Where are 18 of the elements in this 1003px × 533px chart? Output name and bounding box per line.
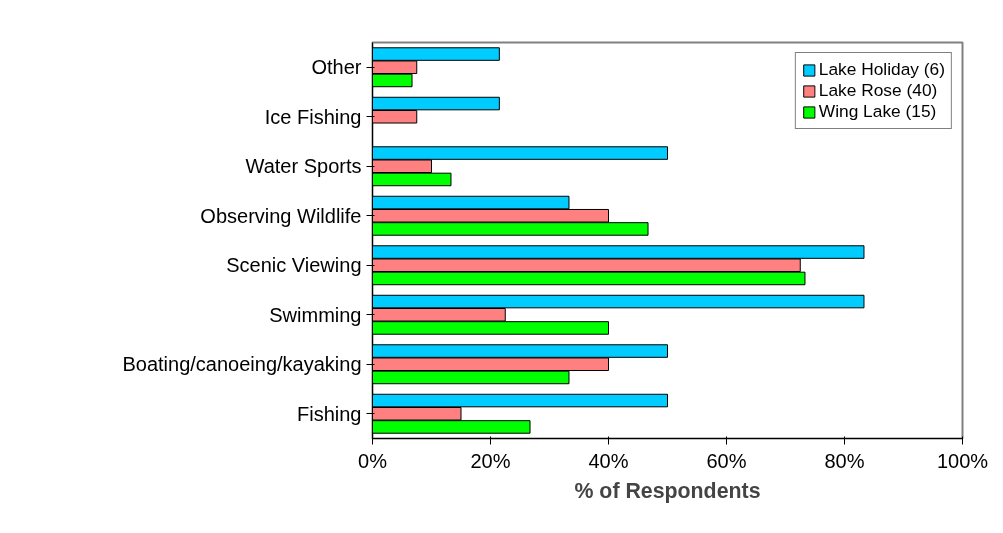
- y-tick-label: Scenic Viewing: [226, 254, 362, 277]
- x-tick-label: 60%: [706, 449, 747, 472]
- y-tick-label: Swimming: [269, 303, 362, 326]
- y-tick-label: Other: [311, 56, 362, 79]
- legend-label: Lake Holiday (6): [818, 59, 945, 80]
- y-tick-label: Boating/canoeing/kayaking: [122, 353, 362, 376]
- x-tick-label: 20%: [470, 449, 511, 472]
- legend-label: Wing Lake (15): [818, 101, 937, 122]
- x-axis-title: % of Respondents: [574, 478, 761, 503]
- legend-label: Lake Rose (40): [818, 80, 938, 101]
- y-tick-label: Fishing: [297, 402, 362, 425]
- x-tick-label: 0%: [358, 449, 388, 472]
- x-tick-label: 100%: [936, 449, 989, 472]
- y-tick-label: Water Sports: [245, 155, 362, 178]
- x-tick-label: 40%: [588, 449, 629, 472]
- y-tick-label: Ice Fishing: [264, 105, 362, 128]
- x-tick-label: 80%: [824, 449, 865, 472]
- y-tick-label: Observing Wildlife: [200, 204, 362, 227]
